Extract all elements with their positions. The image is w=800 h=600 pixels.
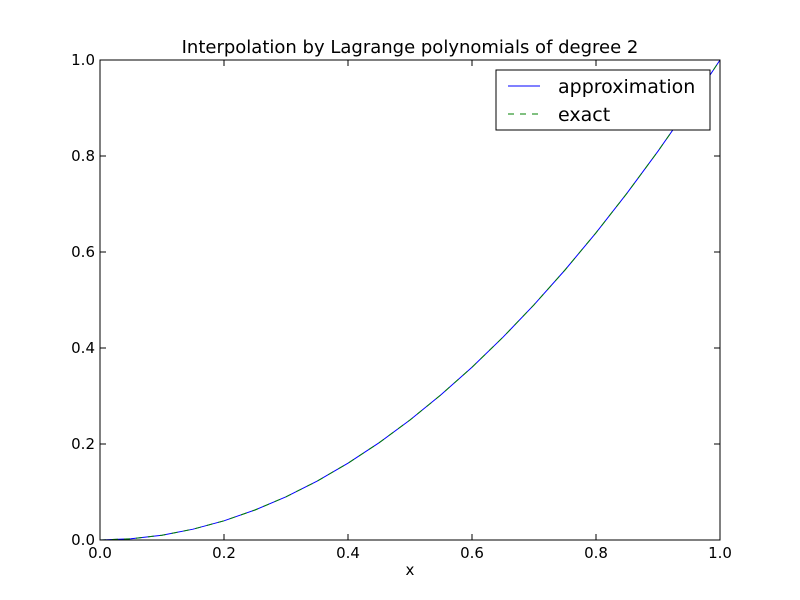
x-tick-label: 0.2 xyxy=(212,544,236,562)
chart-title: Interpolation by Lagrange polynomials of… xyxy=(182,37,639,58)
legend-box xyxy=(495,69,711,131)
x-tick-label: 0.4 xyxy=(336,544,360,562)
x-tick-label: 1.0 xyxy=(708,544,732,562)
plot-frame xyxy=(99,59,721,541)
plot-area: 0.0 0.2 0.4 0.6 0.8 1.0 0.0 0.2 0.4 0.6 0.8 1.0 xyxy=(71,51,732,562)
y-tick-label: 0.4 xyxy=(71,339,95,357)
x-tick-label: 0.8 xyxy=(584,544,608,562)
y-tick-label: 1.0 xyxy=(71,51,95,69)
legend-label-exact: exact xyxy=(558,104,610,126)
x-tick-label: 0.6 xyxy=(460,544,484,562)
legend: approximation exact xyxy=(495,69,711,131)
x-axis-label: x xyxy=(406,561,415,579)
y-tick-label: 0.2 xyxy=(71,435,95,453)
y-tick-label: 0.6 xyxy=(71,243,95,261)
y-tick-label: 0.0 xyxy=(71,531,95,549)
legend-label-approximation: approximation xyxy=(558,76,695,98)
y-tick-label: 0.8 xyxy=(71,147,95,165)
series-line-exact xyxy=(99,59,721,541)
x-tick-label: 0.0 xyxy=(88,544,112,562)
